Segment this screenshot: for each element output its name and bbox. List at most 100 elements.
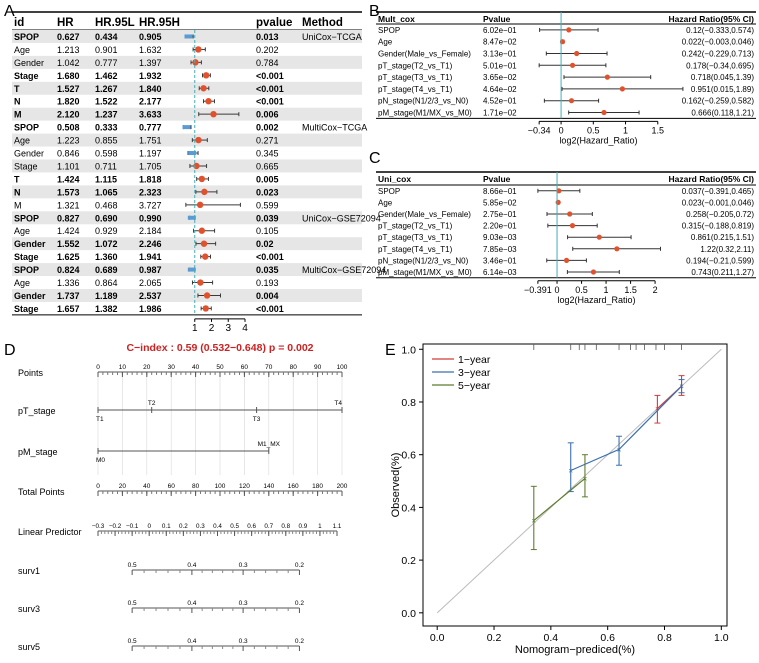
row-hr-ci: 0.666(0.118,1.21) — [691, 109, 754, 118]
category-label: T1 — [96, 416, 104, 423]
row-hr: 0.508 — [57, 123, 80, 133]
row-hr95h: 0.777 — [139, 123, 162, 133]
row-pvalue: 8.66e−01 — [483, 187, 517, 196]
row-pvalue: 0.345 — [256, 149, 279, 159]
point-marker: × — [568, 467, 573, 476]
hr-point — [196, 201, 204, 209]
row-hr-ci: 0.12(−0.333,0.574) — [686, 26, 754, 35]
row-hr95h: 0.987 — [139, 265, 162, 275]
hr-point — [210, 110, 217, 118]
row-hr-ci: 0.718(0.045,1.39) — [691, 73, 754, 82]
tick-label: 1.1 — [333, 523, 342, 530]
row-pvalue: 0.004 — [256, 291, 279, 301]
x-tick-label: 1 — [623, 125, 628, 135]
row-hr95l: 0.855 — [95, 136, 118, 146]
tick-label: 60 — [168, 483, 176, 490]
row-hr: 1.737 — [57, 291, 80, 301]
row-pvalue: 4.64e−02 — [483, 85, 517, 94]
row-pvalue: 7.85e−03 — [483, 245, 517, 254]
x-tick-label: 1.0 — [714, 632, 729, 644]
x-tick-label: 1 — [192, 323, 198, 334]
row-pvalue: <0.001 — [256, 304, 284, 314]
row-hr: 2.120 — [57, 110, 80, 120]
row-pvalue: 0.023 — [256, 187, 279, 197]
row-hr-ci: 0.743(0.211,1.27) — [691, 268, 754, 277]
tick-label: 0.2 — [295, 562, 304, 569]
row-hr95l: 1.267 — [95, 84, 118, 94]
tick-label: 180 — [312, 483, 323, 490]
tick-label: 70 — [265, 364, 273, 371]
tick-label: 0.5 — [128, 638, 137, 645]
column-header: pvalue — [256, 17, 292, 29]
row-hr-ci: 0.023(−0.001,0.046) — [682, 198, 755, 207]
row-id: M — [14, 110, 22, 120]
row-hr: 1.573 — [57, 187, 80, 197]
row-id: T — [14, 174, 20, 184]
c-index-title: C−index : 0.59 (0.532−0.648) p = 0.002 — [126, 342, 313, 354]
row-method: UniCox−GSE72094 — [302, 213, 381, 223]
tick-label: 0.2 — [295, 600, 304, 607]
nomogram-row-label: Points — [18, 368, 44, 378]
row-id: M — [14, 200, 22, 210]
row-id: Age — [14, 226, 30, 236]
y-tick-label: 0.6 — [401, 450, 416, 462]
row-hr: 1.336 — [57, 278, 80, 288]
hr-point — [555, 199, 561, 205]
row-pvalue: 3.13e−01 — [483, 50, 517, 59]
row-pvalue: <0.001 — [256, 97, 284, 107]
row-id: Gender — [14, 149, 44, 159]
row-hr95h: 1.818 — [139, 174, 162, 184]
tick-label: 200 — [337, 483, 348, 490]
hr-point — [198, 227, 206, 234]
tick-label: −0.3 — [92, 523, 105, 530]
x-tick-label: 1.5 — [624, 285, 637, 295]
row-hr: 0.824 — [57, 265, 80, 275]
hr-point — [203, 292, 211, 299]
row-hr-ci: 0.022(−0.003,0.046) — [682, 38, 755, 47]
row-id: T — [14, 84, 20, 94]
row-pvalue: 5.01e−01 — [483, 61, 517, 70]
x-tick-label: 0.0 — [430, 632, 445, 644]
hr-point — [563, 257, 570, 263]
tick-label: −0.1 — [126, 523, 139, 530]
x-tick-label: 2 — [209, 323, 215, 334]
tick-label: 90 — [314, 364, 322, 371]
row-pvalue: <0.001 — [256, 71, 284, 81]
panel-d-nomogram: C−index : 0.59 (0.532−0.648) p = 0.002 Po… — [18, 342, 348, 652]
point-marker: × — [655, 405, 660, 414]
row-hr: 1.213 — [57, 45, 80, 55]
y-tick-label: 0.2 — [401, 555, 416, 567]
row-label: Gender(Male_vs_Female) — [378, 210, 471, 219]
nomogram-row-label: surv5 — [18, 642, 40, 652]
row-hr95h: 2.537 — [139, 291, 162, 301]
series-line — [570, 385, 682, 472]
row-pvalue: 0.193 — [256, 278, 279, 288]
row-label: Gender(Male_vs_Female) — [378, 50, 471, 59]
row-label: Age — [378, 38, 393, 47]
hr-point — [568, 98, 575, 104]
tick-label: 0.2 — [295, 638, 304, 645]
tick-label: 0.3 — [239, 600, 248, 607]
row-label: pT_stage(T3_vs_T1) — [378, 233, 453, 242]
row-hr-ci: 0.037(−0.391,0.465) — [682, 187, 755, 196]
row-id: Age — [14, 278, 30, 288]
legend-label: 1−year — [458, 354, 491, 366]
row-hr-ci: 1.22(0.32,2.11) — [700, 245, 754, 254]
nomogram-row-label: surv3 — [18, 604, 40, 614]
tick-label: 20 — [143, 364, 151, 371]
row-hr: 1.223 — [57, 136, 80, 146]
tick-label: 0.5 — [128, 600, 137, 607]
hr-point — [200, 240, 208, 247]
row-pvalue: 6.14e−03 — [483, 268, 517, 277]
pvalue-header: Pvalue — [483, 14, 511, 24]
row-hr-ci: 0.258(−0.205,0.72) — [686, 210, 754, 219]
panel-label-b: B — [369, 3, 380, 20]
hr-point — [197, 279, 204, 286]
row-pvalue: 0.202 — [256, 45, 279, 55]
row-label: pT_stage(T4_vs_T1) — [378, 245, 453, 254]
tick-label: 0.4 — [187, 562, 196, 569]
row-pvalue: 0.039 — [256, 213, 279, 223]
tick-label: 80 — [290, 364, 298, 371]
category-label: T2 — [148, 400, 156, 407]
row-pvalue: 0.02 — [256, 239, 274, 249]
